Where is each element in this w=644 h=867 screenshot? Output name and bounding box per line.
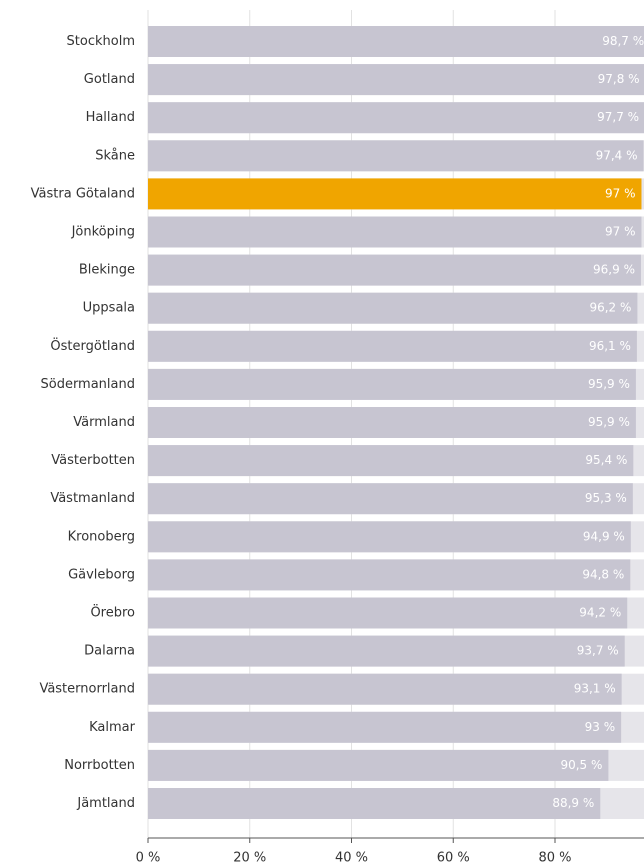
category-label: Östergötland [50, 337, 135, 354]
bar [148, 788, 601, 819]
category-label: Västerbotten [51, 453, 135, 468]
value-label: 96,1 % [589, 339, 631, 353]
bar [148, 711, 622, 743]
category-label: Skåne [95, 148, 135, 163]
category-label: Halland [86, 110, 135, 125]
x-tick-label: 80 % [538, 851, 571, 866]
value-label: 93 % [585, 720, 616, 734]
bar [148, 635, 625, 667]
bar [148, 26, 644, 57]
value-label: 97 % [605, 186, 636, 200]
category-label: Värmland [73, 415, 135, 430]
bar [148, 749, 609, 781]
value-label: 96,2 % [589, 301, 631, 315]
bar [148, 292, 638, 324]
value-label: 96,9 % [593, 263, 635, 277]
bar [148, 673, 622, 705]
x-tick-label: 60 % [437, 851, 470, 866]
category-label: Jämtland [76, 796, 135, 811]
bar [148, 178, 642, 210]
value-label: 97,4 % [596, 148, 638, 162]
category-label: Västra Götaland [31, 186, 135, 201]
bar [148, 407, 636, 438]
value-label: 93,7 % [577, 644, 619, 658]
value-label: 94,2 % [579, 606, 621, 620]
bar [148, 521, 631, 553]
value-label: 95,4 % [585, 453, 627, 467]
value-label: 94,9 % [583, 529, 625, 543]
category-label: Dalarna [84, 644, 135, 659]
category-label: Blekinge [79, 263, 135, 278]
bar [148, 216, 642, 248]
x-tick-label: 20 % [233, 851, 266, 866]
value-label: 90,5 % [560, 758, 602, 772]
bar [148, 597, 628, 629]
x-tick-label: 40 % [335, 851, 368, 866]
category-label: Örebro [90, 604, 135, 621]
value-label: 97 % [605, 225, 636, 239]
category-label: Jönköping [71, 225, 135, 240]
category-label: Stockholm [67, 34, 135, 49]
bar [148, 483, 633, 515]
value-label: 97,7 % [597, 110, 639, 124]
value-label: 88,9 % [552, 796, 594, 810]
value-label: 98,7 % [602, 34, 644, 48]
value-label: 95,9 % [588, 415, 630, 429]
bar [148, 330, 637, 362]
category-label: Kalmar [89, 720, 136, 735]
bar [148, 445, 634, 477]
value-label: 97,8 % [598, 72, 640, 86]
value-label: 95,3 % [585, 491, 627, 505]
category-label: Kronoberg [68, 529, 135, 544]
category-label: Gotland [84, 72, 135, 87]
category-label: Västernorrland [39, 682, 135, 697]
category-label: Uppsala [83, 301, 135, 316]
bar [148, 368, 636, 400]
bar [148, 140, 644, 172]
bar [148, 64, 644, 96]
x-tick-label: 0 % [136, 851, 161, 866]
bar [148, 559, 631, 591]
value-label: 93,1 % [574, 682, 616, 696]
category-label: Västmanland [50, 491, 135, 506]
bar [148, 102, 644, 134]
category-label: Gävleborg [68, 567, 135, 582]
category-label: Södermanland [40, 377, 135, 392]
value-label: 95,9 % [588, 377, 630, 391]
bar [148, 254, 641, 286]
value-label: 94,8 % [582, 567, 624, 581]
category-label: Norrbotten [64, 758, 135, 773]
